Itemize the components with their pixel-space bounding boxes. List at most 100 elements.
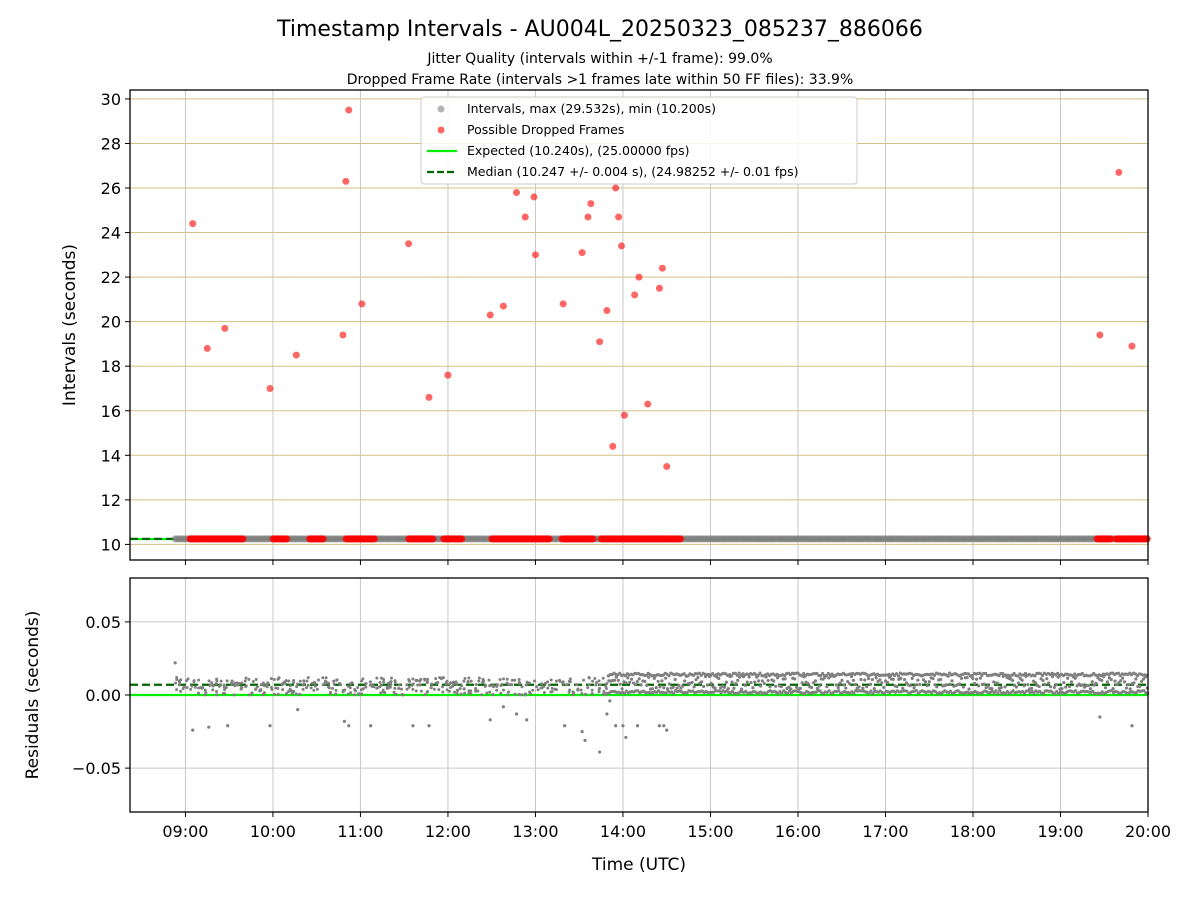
intervals-x-ticks	[184, 560, 1149, 565]
residual-point	[269, 677, 273, 681]
residual-point	[1050, 674, 1055, 679]
residual-point	[288, 684, 292, 688]
residual-outlier-point	[342, 719, 346, 723]
residual-point	[590, 692, 594, 696]
residual-point	[549, 690, 553, 694]
residual-point	[933, 689, 937, 694]
dropped-frame-point	[203, 344, 211, 352]
residual-point	[948, 682, 952, 687]
residual-point	[1094, 681, 1098, 685]
residual-point	[236, 683, 240, 687]
residual-outlier-point	[411, 724, 415, 728]
residual-point	[321, 676, 325, 680]
residual-point	[408, 679, 412, 683]
residual-point	[914, 689, 918, 693]
residual-point	[495, 688, 499, 692]
residual-point	[437, 688, 441, 692]
residual-point	[328, 692, 332, 696]
residual-point	[546, 686, 550, 690]
dropped-frame-point	[644, 400, 652, 408]
residual-point	[327, 681, 331, 685]
residual-point	[932, 673, 937, 677]
residual-point	[455, 688, 459, 692]
residual-point	[774, 684, 778, 688]
dropped-frame-point	[499, 302, 507, 310]
residual-point	[469, 689, 473, 693]
intervals-y-tick-label: 14	[101, 446, 121, 465]
residual-point	[806, 681, 810, 686]
intervals-plot-frame	[129, 89, 1149, 561]
residual-point	[564, 683, 568, 687]
residuals-y-tick-label: −0.05	[72, 759, 121, 778]
residual-point	[539, 686, 543, 690]
residual-point	[768, 685, 772, 689]
residual-point	[240, 681, 244, 685]
residual-point	[702, 684, 706, 689]
dropped-frame-point	[609, 442, 617, 450]
residual-point	[810, 685, 814, 690]
residual-point	[517, 677, 521, 681]
dropped-frame-point	[189, 220, 197, 228]
residual-point	[586, 686, 590, 690]
residual-point	[1052, 685, 1056, 689]
residual-point	[869, 689, 873, 693]
residual-point	[882, 685, 886, 689]
residual-point	[411, 677, 415, 681]
residual-point	[436, 680, 440, 684]
residual-point	[994, 689, 998, 693]
residual-point	[232, 693, 236, 697]
x-axis-label: Time (UTC)	[591, 855, 686, 875]
residual-point	[1037, 684, 1041, 689]
residual-point	[283, 681, 287, 685]
residual-point	[633, 682, 637, 687]
residual-point	[1074, 689, 1078, 693]
residual-point	[785, 691, 790, 696]
residual-point	[440, 685, 444, 689]
residual-point	[372, 685, 376, 689]
residual-point	[510, 678, 514, 682]
residual-point	[837, 689, 841, 693]
residual-point	[1080, 671, 1084, 676]
residual-point	[247, 677, 251, 681]
residual-point	[388, 685, 392, 689]
intervals-y-tick-label: 22	[101, 268, 121, 287]
residual-point	[250, 691, 254, 695]
residual-point	[745, 680, 749, 684]
residual-point	[957, 682, 962, 686]
residual-point	[343, 688, 347, 692]
residual-point	[709, 681, 713, 685]
dropped-frame-point	[655, 284, 663, 292]
residual-point	[327, 686, 331, 690]
residual-point	[419, 689, 423, 693]
residual-point	[416, 683, 420, 687]
residual-point	[460, 684, 464, 688]
residual-point	[846, 679, 850, 684]
residual-point	[1062, 680, 1066, 685]
residual-point	[349, 682, 353, 686]
residual-point	[852, 691, 856, 695]
residual-point	[222, 688, 226, 692]
x-tick-label: 11:00	[337, 822, 383, 841]
residual-point	[426, 677, 430, 681]
residual-point	[432, 687, 436, 691]
intervals-panel: 10 12 14 16 18 20 22 24 26 28 30 Intervals (second…	[60, 89, 1151, 565]
dropped-frame-point	[358, 300, 366, 308]
intervals-points	[171, 106, 1151, 543]
residual-point	[513, 678, 517, 682]
residual-point	[667, 674, 671, 678]
residual-point	[905, 689, 909, 693]
residual-point	[335, 678, 339, 682]
dropped-frame-point	[663, 462, 671, 470]
residual-point	[484, 683, 488, 687]
dropped-frame-point	[345, 106, 353, 114]
dropped-frame-point	[635, 273, 643, 281]
residual-point	[357, 692, 361, 696]
residual-point	[591, 679, 595, 683]
residual-point	[481, 677, 485, 681]
residual-point	[834, 683, 838, 687]
residual-point	[451, 684, 455, 688]
residual-point	[861, 686, 865, 690]
residual-point	[582, 678, 586, 682]
residual-point	[258, 688, 262, 692]
